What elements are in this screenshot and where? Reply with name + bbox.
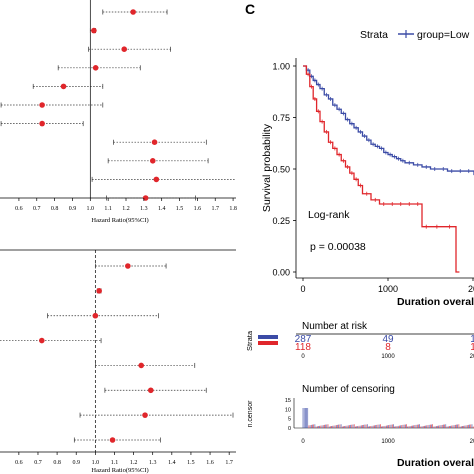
forest2-tick-label: 1.7 [225, 460, 233, 466]
censor-y-tick-label: 10 [285, 407, 291, 413]
forest1-x-label: Hazard Ratio(95%CI) [91, 217, 148, 224]
censor-y-label: n.censor [247, 400, 254, 428]
censor-x-tick-label: 1000 [381, 439, 395, 445]
risk-table: 287 49 1 118 8 1 0 1000 20 [258, 333, 474, 360]
forest1-point [39, 120, 45, 127]
forest1-tick-label: 1.7 [211, 206, 219, 212]
forest2-point [147, 387, 154, 394]
forest2-tick-label: 1.6 [206, 460, 214, 466]
forest2-point [96, 288, 102, 294]
forest1-point [39, 102, 45, 108]
km-curve-low [303, 65, 474, 176]
km-y-tick-label: 0.25 [272, 216, 290, 226]
km-x-tick-label: 20 [468, 284, 474, 294]
forest1-point [142, 195, 149, 201]
risk-value: 287 [295, 334, 312, 345]
forest1-point [151, 139, 158, 145]
forest2-point [138, 362, 145, 369]
km-legend-title: Strata [360, 29, 388, 41]
km-y-tick-label: 0.50 [272, 165, 290, 175]
censor-y-tick-label: 5 [288, 417, 291, 423]
censor-x-label: Duration overal [397, 457, 474, 469]
forest-plot-top: 0.6 0.7 0.8 0.9 1.0 1.1 1.2 1.3 1.4 1.5 1.6 1.7 1.8 [0, 0, 237, 212]
forest1-point [91, 27, 97, 34]
forest1-tick-label: 1.3 [140, 206, 148, 212]
risk-x-tick-label: 20 [470, 354, 474, 360]
forest2-point [39, 337, 45, 344]
censor-y-tick-label: 0 [288, 426, 291, 432]
forest1-point [60, 83, 67, 90]
forest2-tick-label: 0.7 [34, 460, 42, 466]
forest2-tick-label: 0.9 [72, 460, 80, 466]
km-y-tick-label: 1.00 [272, 62, 290, 72]
forest1-tick-label: 0.9 [69, 206, 77, 212]
risk-value: 1 [470, 334, 474, 345]
risk-value: 118 [295, 342, 311, 353]
forest2-tick-label: 1.2 [130, 460, 138, 466]
forest1-point [149, 158, 156, 164]
risk-table-y-label: Strata [245, 330, 254, 351]
forest2-tick-label: 1.1 [111, 460, 119, 466]
km-y-tick-label: 0.00 [272, 268, 290, 278]
forest2-tick-label: 1.0 [92, 460, 100, 466]
risk-x-tick-label: 0 [301, 354, 305, 360]
km-x-tick-label: 1000 [378, 284, 398, 294]
forest2-tick-label: 0.8 [53, 460, 61, 466]
forest1-point [130, 9, 136, 15]
km-logrank-label: Log-rank [308, 209, 350, 221]
forest2-tick-label: 1.5 [187, 460, 195, 466]
censor-x-tick-label: 0 [301, 439, 305, 445]
forest1-point [121, 46, 128, 52]
forest2-x-label: Hazard Ratio(95%CI) [91, 467, 148, 474]
risk-value: 49 [382, 334, 394, 345]
risk-value: 1 [470, 342, 474, 353]
risk-value: 8 [385, 342, 391, 353]
panel-label: C [245, 1, 255, 17]
forest1-tick-label: 0.8 [51, 206, 59, 212]
forest2-point [92, 312, 99, 319]
risk-table-title: Number at risk [302, 321, 368, 332]
forest1-point [92, 65, 99, 71]
forest2-point [109, 437, 116, 443]
forest1-tick-label: 1.1 [104, 206, 112, 212]
forest1-tick-label: 0.7 [33, 206, 41, 212]
forest1-tick-label: 1.6 [194, 206, 202, 212]
censoring-plot: 0 5 10 15 0 1000 20 [285, 398, 474, 445]
forest1-tick-label: 1.4 [158, 206, 166, 212]
km-plot: 0.00 0.25 0.50 0.75 1.00 0 1000 20 [272, 58, 474, 294]
forest2-tick-label: 1.3 [149, 460, 157, 466]
forest2-point [142, 412, 148, 418]
risk-strata-swatch-low [258, 335, 278, 339]
forest1-tick-label: 1.2 [122, 206, 130, 212]
forest2-tick-label: 0.6 [15, 460, 23, 466]
km-legend-entry-low: group=Low [417, 29, 470, 41]
forest1-point [153, 176, 160, 183]
censor-title: Number of censoring [302, 384, 395, 395]
risk-strata-swatch-high [258, 341, 278, 345]
km-y-tick-label: 0.75 [272, 113, 290, 123]
km-y-label: Survival probability [261, 123, 273, 212]
km-p-value: p = 0.00038 [310, 241, 366, 253]
km-x-tick-label: 0 [300, 284, 305, 294]
forest-plot-bottom: 0.6 0.7 0.8 0.9 1.0 1.1 1.2 1.3 1.4 1.5 1.6 1.7 [0, 249, 236, 466]
forest1-tick-label: 1.0 [87, 206, 95, 212]
risk-x-tick-label: 1000 [381, 354, 395, 360]
forest1-tick-label: 1.5 [176, 206, 184, 212]
forest1-tick-label: 1.8 [229, 206, 237, 212]
forest2-tick-label: 1.4 [168, 460, 176, 466]
censor-x-tick-label: 20 [470, 439, 474, 445]
censor-y-tick-label: 15 [285, 398, 291, 404]
forest2-point [125, 263, 131, 269]
forest1-tick-label: 0.6 [15, 206, 23, 212]
km-x-label: Duration overal [397, 296, 474, 308]
